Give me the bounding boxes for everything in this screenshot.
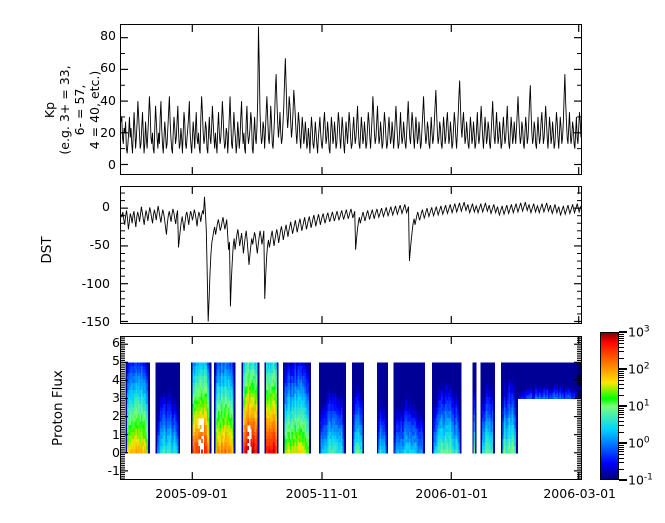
colorbar-minor-tick xyxy=(619,425,624,427)
colorbar-minor-tick xyxy=(619,454,624,456)
y-tick-label: -50 xyxy=(89,237,110,253)
colorbar-minor-tick xyxy=(619,451,624,453)
panel-kp-index xyxy=(120,24,582,175)
dst-y-tick-labels: 0 -50 -100 -150 xyxy=(78,186,110,327)
x-tick-label: 2005-11-01 xyxy=(285,486,359,501)
colorbar-minor-tick xyxy=(619,394,624,396)
colorbar-tick-label: 101 xyxy=(628,398,650,414)
y-tick-label: 1 xyxy=(112,426,120,442)
kp-axis-title-line-4: 4 = 40, etc.) xyxy=(87,70,102,150)
flux-axis-title: Proton Flux xyxy=(50,370,66,446)
y-tick-label: -150 xyxy=(81,313,110,329)
colorbar-minor-tick xyxy=(619,333,624,335)
flux-y-tick-labels: -1 0 1 2 3 4 5 6 xyxy=(88,336,120,480)
kp-axis-title: Kp (e.g. 3+ = 33, 6- = 57, 4 = 40, etc.) xyxy=(42,30,102,190)
colorbar-minor-tick xyxy=(619,468,624,470)
y-tick-label: 5 xyxy=(112,353,120,369)
colorbar-minor-tick xyxy=(619,346,624,348)
y-tick-label: -1 xyxy=(107,463,120,479)
colorbar-gradient xyxy=(600,332,619,480)
colorbar-tick-labels: 103 102 101 100 10-1 xyxy=(619,324,665,488)
x-tick-label: 2006-01-01 xyxy=(415,486,489,501)
colorbar-minor-tick xyxy=(619,335,624,337)
panel-dst-index xyxy=(120,186,582,324)
dst-timeseries-plot xyxy=(121,187,581,323)
colorbar-minor-tick xyxy=(619,388,624,390)
y-tick-label: 0 xyxy=(108,156,116,172)
colorbar-tick-label: 102 xyxy=(628,361,650,377)
colorbar-minor-tick xyxy=(619,357,624,359)
colorbar-minor-tick xyxy=(619,340,624,342)
colorbar-minor-tick xyxy=(619,462,624,464)
colorbar-minor-tick xyxy=(619,372,624,374)
kp-axis-title-line-3: 6- = 57, xyxy=(72,84,87,136)
colorbar-minor-tick xyxy=(619,351,624,353)
colorbar-minor-tick xyxy=(619,380,624,382)
y-tick-label: 0 xyxy=(102,198,110,214)
colorbar-minor-tick xyxy=(619,446,624,448)
colorbar-minor-tick xyxy=(619,377,624,379)
colorbar-tick-label: 100 xyxy=(628,435,650,451)
colorbar-tick-label: 103 xyxy=(628,324,650,340)
colorbar-minor-tick xyxy=(619,343,624,345)
colorbar-minor-tick xyxy=(619,431,624,433)
colorbar-major-tick xyxy=(619,405,627,407)
colorbar-tick-label: 10-1 xyxy=(628,472,653,488)
colorbar-major-tick xyxy=(619,442,627,444)
kp-timeseries-plot xyxy=(121,25,581,174)
colorbar-minor-tick xyxy=(619,383,624,385)
colorbar-minor-tick xyxy=(619,417,624,419)
x-tick-label: 2005-09-01 xyxy=(155,486,228,501)
y-tick-label: 40 xyxy=(100,92,116,108)
y-tick-label: 6 xyxy=(112,334,120,350)
colorbar-minor-tick xyxy=(619,370,624,372)
colorbar-minor-tick xyxy=(619,420,624,422)
colorbar-minor-tick xyxy=(619,374,624,376)
colorbar-minor-tick xyxy=(619,444,624,446)
colorbar-major-tick xyxy=(619,368,627,370)
y-tick-label: 0 xyxy=(112,444,120,460)
x-tick-label: 2006-03-01 xyxy=(543,486,617,501)
colorbar-major-tick xyxy=(619,331,627,333)
kp-axis-title-line-1: Kp xyxy=(42,101,57,119)
kp-axis-title-line-2: (e.g. 3+ = 33, xyxy=(57,65,72,155)
colorbar-minor-tick xyxy=(619,448,624,450)
kp-y-tick-labels: 0 20 40 60 80 xyxy=(84,24,116,175)
colorbar-minor-tick xyxy=(619,409,624,411)
colorbar-minor-tick xyxy=(619,407,624,409)
colorbar-minor-tick xyxy=(619,411,624,413)
y-tick-label: 20 xyxy=(100,124,116,140)
colorbar-major-tick xyxy=(619,479,627,481)
y-tick-label: -100 xyxy=(81,275,110,291)
y-tick-label: 2 xyxy=(112,408,120,424)
colorbar-minor-tick xyxy=(619,337,624,339)
dst-axis-title: DST xyxy=(39,236,55,264)
colorbar-minor-tick xyxy=(619,457,624,459)
y-tick-label: 3 xyxy=(112,389,120,405)
colorbar-minor-tick xyxy=(619,414,624,416)
y-tick-label: 60 xyxy=(100,60,116,76)
y-tick-label: 4 xyxy=(112,371,120,387)
x-axis-tick-labels: 2005-09-01 2005-11-01 2006-01-01 2006-03-01 xyxy=(0,486,665,506)
y-tick-label: 80 xyxy=(100,28,116,44)
panel-proton-flux xyxy=(120,336,582,480)
proton-flux-spectrogram xyxy=(121,337,581,479)
